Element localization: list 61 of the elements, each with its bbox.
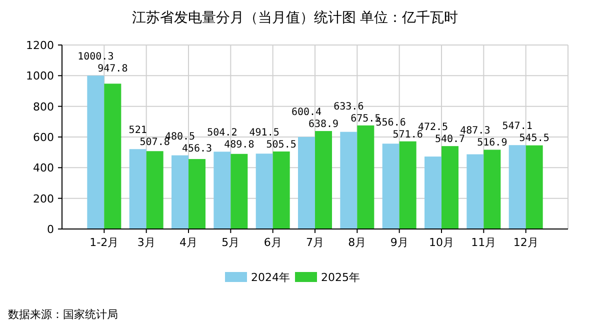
- data-label: 1000.3: [78, 52, 114, 63]
- data-label: 456.3: [182, 143, 212, 154]
- source-note: 数据来源：国家统计局: [8, 308, 118, 321]
- y-tick-label: 1200: [26, 39, 54, 52]
- y-tick-label: 0: [47, 223, 54, 236]
- bar: [484, 150, 501, 229]
- x-tick-label: 12月: [513, 236, 538, 249]
- bar: [357, 125, 374, 229]
- x-tick-label: 5月: [222, 236, 240, 249]
- y-tick-label: 400: [33, 162, 54, 175]
- data-label: 489.8: [224, 140, 254, 151]
- data-label: 547.1: [502, 121, 532, 132]
- bar: [442, 146, 458, 229]
- data-label: 507.8: [140, 137, 170, 148]
- x-tick-label: 9月: [390, 236, 408, 249]
- bar: [526, 145, 543, 229]
- bar: [104, 84, 122, 229]
- bar: [214, 152, 231, 229]
- data-label: 638.9: [308, 119, 339, 130]
- y-tick-label: 800: [33, 100, 54, 114]
- bar: [172, 155, 188, 229]
- y-tick-label: 600: [33, 131, 54, 144]
- x-tick-label: 6月: [264, 236, 282, 249]
- y-tick-label: 1000: [26, 70, 54, 83]
- x-tick-label: 11月: [471, 236, 496, 249]
- bar: [256, 154, 273, 229]
- bar: [340, 132, 358, 229]
- data-label: 947.8: [98, 64, 128, 75]
- data-label: 491.5: [249, 127, 280, 138]
- legend-label: 2024年: [251, 271, 290, 284]
- bar: [146, 151, 164, 229]
- x-tick-label: 3月: [137, 236, 156, 249]
- bar: [382, 144, 400, 229]
- data-label: 633.6: [334, 101, 364, 112]
- bar: [508, 145, 526, 229]
- data-label: 504.2: [207, 128, 238, 139]
- data-label: 545.5: [519, 133, 550, 144]
- bar: [466, 154, 484, 229]
- x-tick-label: 10月: [429, 236, 454, 249]
- chart-title: 江苏省发电量分月（当月值）统计图 单位：亿千瓦时: [132, 10, 458, 26]
- x-tick-label: 4月: [180, 236, 198, 249]
- bar: [230, 154, 248, 229]
- x-tick-label: 7月: [306, 236, 324, 249]
- data-label: 540.7: [434, 134, 466, 146]
- bar: [298, 136, 315, 229]
- x-tick-label: 8月: [348, 236, 366, 249]
- data-label: 571.6: [392, 129, 423, 140]
- bar: [188, 159, 206, 229]
- bar: [272, 151, 290, 229]
- data-label: 516.9: [477, 138, 508, 149]
- x-tick-label: 1-2月: [90, 236, 119, 249]
- legend-label: 2025年: [321, 271, 360, 284]
- data-label: 521: [128, 125, 147, 136]
- bar: [129, 149, 146, 229]
- bar: [315, 131, 332, 229]
- bar: [424, 156, 442, 229]
- bar: [87, 76, 104, 229]
- y-tick-label: 200: [33, 192, 54, 206]
- bar: [399, 141, 416, 229]
- data-label: 505.5: [266, 139, 296, 150]
- data-label: 600.4: [291, 107, 322, 118]
